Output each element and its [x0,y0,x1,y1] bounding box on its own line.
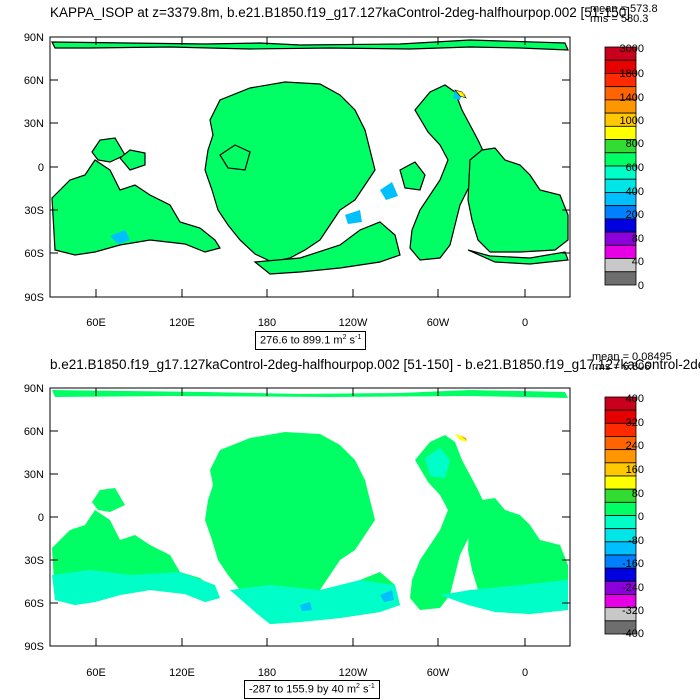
panel1-mean: mean = 573.8 [590,3,658,15]
colorbar-label: 1000 [620,115,644,127]
panel1-hotspot [454,89,467,99]
lon-label: 120W [339,317,368,329]
panel1-rms: rms = 580.3 [590,13,649,25]
colorbar-label: -320 [622,605,644,617]
colorbar-label: 400 [626,393,644,405]
lon-label: 60E [86,667,106,679]
panel2-mean: mean = 0.08495 [592,351,672,363]
colorbar-label: -160 [622,558,644,570]
panel1-ticks [50,36,570,298]
lat-label: 90N [24,383,44,395]
lon-label: 60E [86,317,106,329]
panel2-title: b.e21.B1850.f19_g17.127kaControl-2deg-ha… [50,357,700,372]
colorbar-label: 200 [626,209,644,221]
lat-label: 30S [24,555,44,567]
lat-label: 60N [24,75,44,87]
colorbar-label: 3000 [620,43,644,55]
panel1-lat-labels: 90N 60N 30N 0 30S 60S 90S [24,32,44,304]
panel2-plot-area [49,387,571,647]
panel2-ticks [50,387,570,647]
panel2-colorbar-labels: 400 320 240 160 80 0 -80 -160 -240 -320 … [622,393,644,640]
colorbar-label: 0 [638,511,644,523]
colorbar-label: -240 [622,582,644,594]
panel2-range-box: -287 to 155.9 by 40 m2 s-1 [244,680,380,699]
lat-label: 90S [24,641,44,653]
panel1-range-box: 276.6 to 899.1 m2 s-1 [255,331,367,350]
lat-label: 60S [24,598,44,610]
lon-label: 120E [169,667,195,679]
panel2-lon-labels: 60E 120E 180 120W 60W 0 [86,667,528,679]
panel2-range-tail: s [359,683,369,696]
lat-label: 0 [38,162,44,174]
colorbar-swatch [604,501,637,516]
colorbar-label: 80 [632,233,644,245]
panel2-hotspot [455,434,467,442]
lat-label: 60S [24,248,44,260]
panel1-lon-labels: 60E 120E 180 120W 60W 0 [86,317,528,329]
lat-label: 30N [24,469,44,481]
colorbar-label: -400 [622,628,644,640]
colorbar-swatch [604,515,637,530]
lon-label: 180 [258,667,276,679]
colorbar-label: 240 [626,440,644,452]
panel1-range-tail-exp: -1 [355,334,362,341]
panel1-ocean-field [51,39,569,275]
panel2-lat-labels: 90N 60N 30N 0 30S 60S 90S [24,383,44,653]
lon-label: 180 [258,317,276,329]
panel2-range-tail-exp: -1 [368,683,375,690]
colorbar-label: 40 [632,256,644,268]
colorbar-swatch [604,567,637,582]
panel2-range-exp: 2 [356,683,360,690]
lat-label: 90S [24,292,44,304]
colorbar-label: 80 [632,488,644,500]
colorbar-label: 600 [626,162,644,174]
colorbar-label: 0 [638,280,644,292]
lon-label: 120W [339,667,368,679]
colorbar-label: 160 [626,464,644,476]
panel1-colorbar-labels: 3000 1800 1400 1000 800 600 400 200 80 4… [620,43,644,292]
lat-label: 60N [24,426,44,438]
colorbar-label: -80 [628,535,644,547]
panel1-map: 90N 60N 30N 0 30S 60S 90S 60E 120E 180 1… [24,32,644,329]
panel1-plot-area [49,36,571,298]
lon-label: 60W [427,317,450,329]
colorbar-swatch [604,271,637,286]
panel1-colorbar [604,46,637,286]
panel2-blue-spots [300,590,394,611]
colorbar-label: 800 [626,138,644,150]
panel1-range-tail: s [346,334,356,347]
lon-label: 60W [427,667,450,679]
panel1-title: KAPPA_ISOP at z=3379.8m, b.e21.B1850.f19… [50,5,631,20]
panel2-cyan-band [52,448,568,624]
panel1-shelf-detail [110,90,462,244]
colorbar-label: 400 [626,186,644,198]
panel1-range-exp: 2 [342,334,347,341]
colorbar-label: 1400 [620,92,644,104]
lon-label: 120E [169,317,195,329]
colorbar-swatch [604,620,637,635]
lat-label: 30S [24,205,44,217]
colorbar-label: 1800 [620,68,644,80]
lat-label: 0 [38,512,44,524]
lon-label: 0 [522,667,528,679]
lon-label: 0 [522,317,528,329]
colorbar-label: 320 [626,417,644,429]
lat-label: 90N [24,32,44,44]
lat-label: 30N [24,118,44,130]
panel1-range-text: 276.6 to 899.1 m [260,334,343,347]
panel2-map: 90N 60N 30N 0 30S 60S 90S 60E 120E 180 1… [24,383,644,679]
panel2-colorbar [604,396,637,635]
panel2-range-text: -287 to 155.9 by 40 m [249,683,357,696]
panel2-rms: rms = 6.806 [592,361,651,373]
